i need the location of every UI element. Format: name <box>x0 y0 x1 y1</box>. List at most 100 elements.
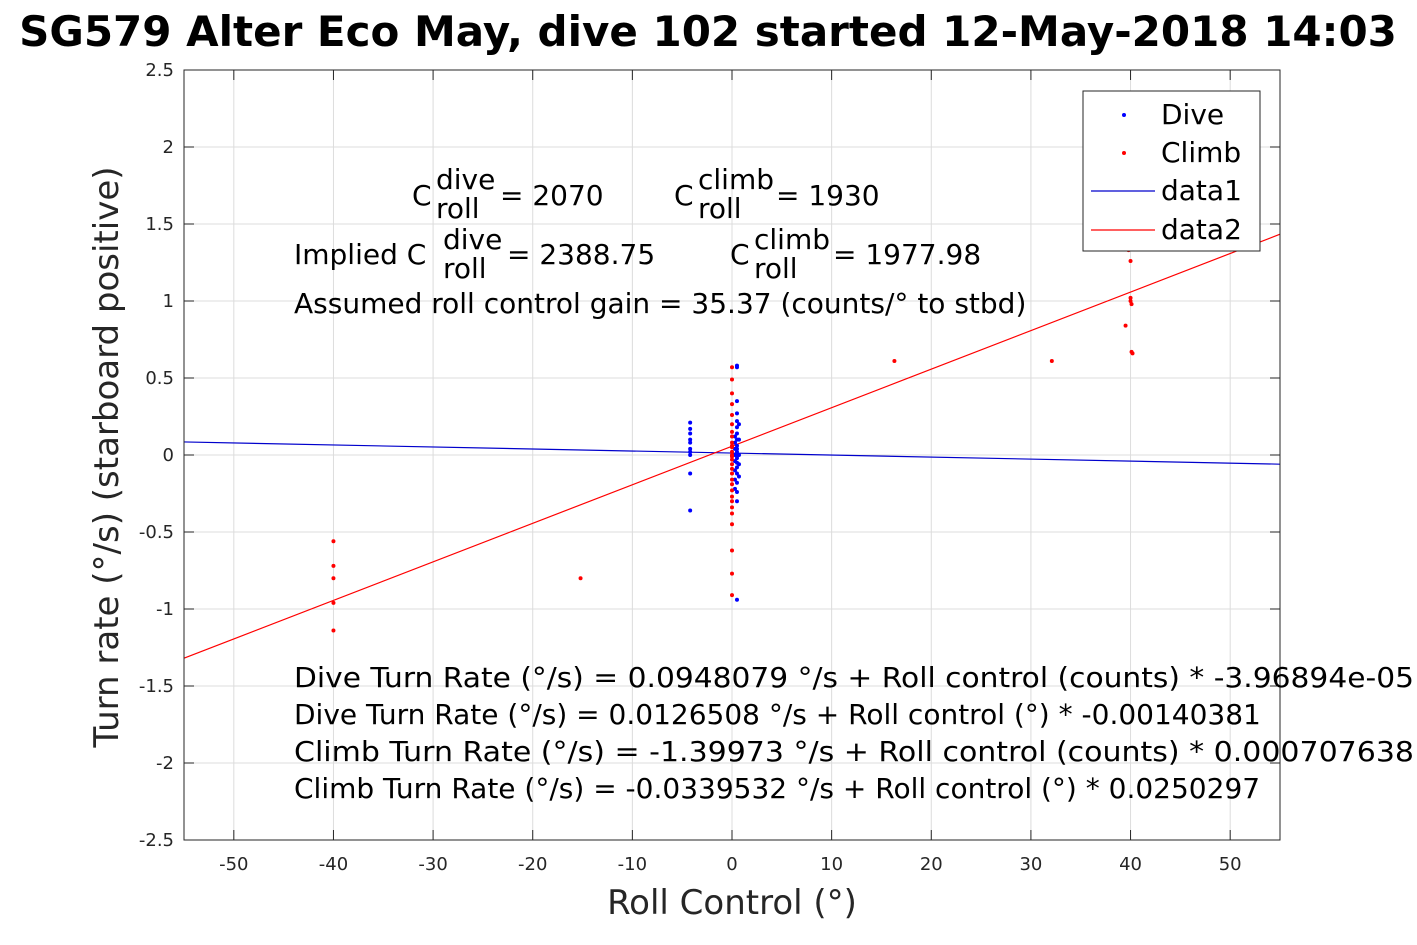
y-tick-label: 2 <box>163 137 174 158</box>
y-tick-label: -2.5 <box>139 830 174 851</box>
point-climb <box>1049 359 1054 364</box>
legend-marker-climb <box>1122 151 1126 155</box>
legend-label-data2: data2 <box>1161 213 1242 246</box>
point-dive <box>734 471 739 476</box>
point-climb <box>730 440 734 445</box>
point-dive <box>734 411 739 416</box>
point-climb <box>730 548 734 553</box>
legend-label-dive: Dive <box>1161 98 1224 131</box>
point-climb <box>1128 258 1133 263</box>
y-tick-label: 2.5 <box>145 60 174 81</box>
point-climb <box>730 477 734 482</box>
point-dive <box>736 422 741 427</box>
point-dive <box>688 446 693 451</box>
point-dive <box>732 468 737 473</box>
point-climb <box>730 482 734 487</box>
point-dive <box>734 499 739 504</box>
point-climb <box>1129 302 1134 307</box>
point-climb <box>730 449 734 454</box>
equation-dive-counts: Dive Turn Rate (°/s) = 0.0948079 °/s + R… <box>294 661 1414 694</box>
c-roll-climb-sup: climb <box>698 163 774 196</box>
point-climb <box>730 571 734 576</box>
c-roll-climb-label: C <box>674 179 694 212</box>
point-climb <box>730 454 734 459</box>
point-dive <box>736 453 741 457</box>
point-dive <box>732 434 737 439</box>
annotation-gain: Assumed roll control gain = 35.37 (count… <box>294 287 1026 320</box>
implied-climb-sup: climb <box>754 223 830 256</box>
point-dive <box>734 365 739 370</box>
point-climb <box>730 377 734 382</box>
x-tick-label: -10 <box>618 854 647 875</box>
series-layer <box>183 233 1281 659</box>
implied-climb-value: = 1977.98 <box>833 238 981 271</box>
x-tick-label: 0 <box>726 854 737 875</box>
legend: Dive Climb data1 data2 <box>1082 90 1261 252</box>
point-climb <box>730 402 734 407</box>
y-tick-label: 1.5 <box>145 214 174 235</box>
x-tick-label: 40 <box>1119 854 1142 875</box>
tick-marks <box>184 69 1280 841</box>
point-climb <box>730 462 734 467</box>
point-dive <box>734 443 739 448</box>
point-dive <box>734 399 739 404</box>
legend-label-data1: data1 <box>1161 174 1242 207</box>
point-dive <box>688 431 693 436</box>
point-climb <box>730 391 734 396</box>
x-tick-label: -20 <box>518 854 547 875</box>
y-tick-label: 1 <box>163 291 174 312</box>
point-climb <box>1128 295 1133 300</box>
point-dive <box>688 440 693 445</box>
point-climb <box>730 593 734 598</box>
point-climb <box>331 563 336 568</box>
point-climb <box>730 471 734 476</box>
legend-box <box>1082 90 1261 252</box>
y-tick-label: -2 <box>156 753 174 774</box>
y-tick-label: -1 <box>156 599 174 620</box>
annotation-implied-c-roll: Implied C dive roll = 2388.75 C climb ro… <box>294 223 981 285</box>
point-dive <box>688 453 693 457</box>
y-tick-labels: -2.5 -2 -1.5 -1 -0.5 0 0.5 1 1.5 2 2.5 <box>139 60 174 851</box>
point-dive <box>732 459 737 464</box>
point-climb <box>1123 323 1128 328</box>
point-dive <box>688 426 693 431</box>
y-tick-label: -1.5 <box>139 676 174 697</box>
point-dive <box>734 449 739 454</box>
point-dive <box>688 437 693 442</box>
point-dive <box>734 456 739 461</box>
point-climb <box>730 365 734 370</box>
point-dive <box>688 420 693 425</box>
x-tick-label: -40 <box>319 854 348 875</box>
x-tick-label: 10 <box>820 854 843 875</box>
point-dive <box>734 431 739 436</box>
point-climb <box>730 511 734 516</box>
point-dive <box>688 449 693 454</box>
point-climb <box>730 505 734 510</box>
point-dive <box>732 453 737 457</box>
y-tick-label: 0.5 <box>145 368 174 389</box>
c-roll-climb-sub: roll <box>698 192 742 225</box>
annotation-equations: Dive Turn Rate (°/s) = 0.0948079 °/s + R… <box>294 661 1414 805</box>
x-tick-label: 20 <box>920 854 943 875</box>
point-climb <box>730 429 734 434</box>
c-roll-dive-value: = 2070 <box>500 179 604 212</box>
c-roll-dive-sub: roll <box>436 192 480 225</box>
x-tick-label: -30 <box>418 854 447 875</box>
point-climb <box>730 494 734 499</box>
point-dive <box>732 440 737 445</box>
point-dive <box>734 597 739 602</box>
legend-label-climb: Climb <box>1161 136 1241 169</box>
point-dive <box>736 474 741 479</box>
point-dive <box>732 477 737 482</box>
point-climb <box>331 539 336 544</box>
point-climb <box>730 412 734 417</box>
point-dive <box>732 486 737 491</box>
point-dive <box>688 471 693 476</box>
equation-climb-degrees: Climb Turn Rate (°/s) = -0.0339532 °/s +… <box>294 772 1260 805</box>
point-climb <box>730 443 734 448</box>
point-dive <box>734 465 739 470</box>
point-dive <box>734 425 739 430</box>
point-dive <box>734 489 739 494</box>
implied-dive-value: = 2388.75 <box>507 238 655 271</box>
